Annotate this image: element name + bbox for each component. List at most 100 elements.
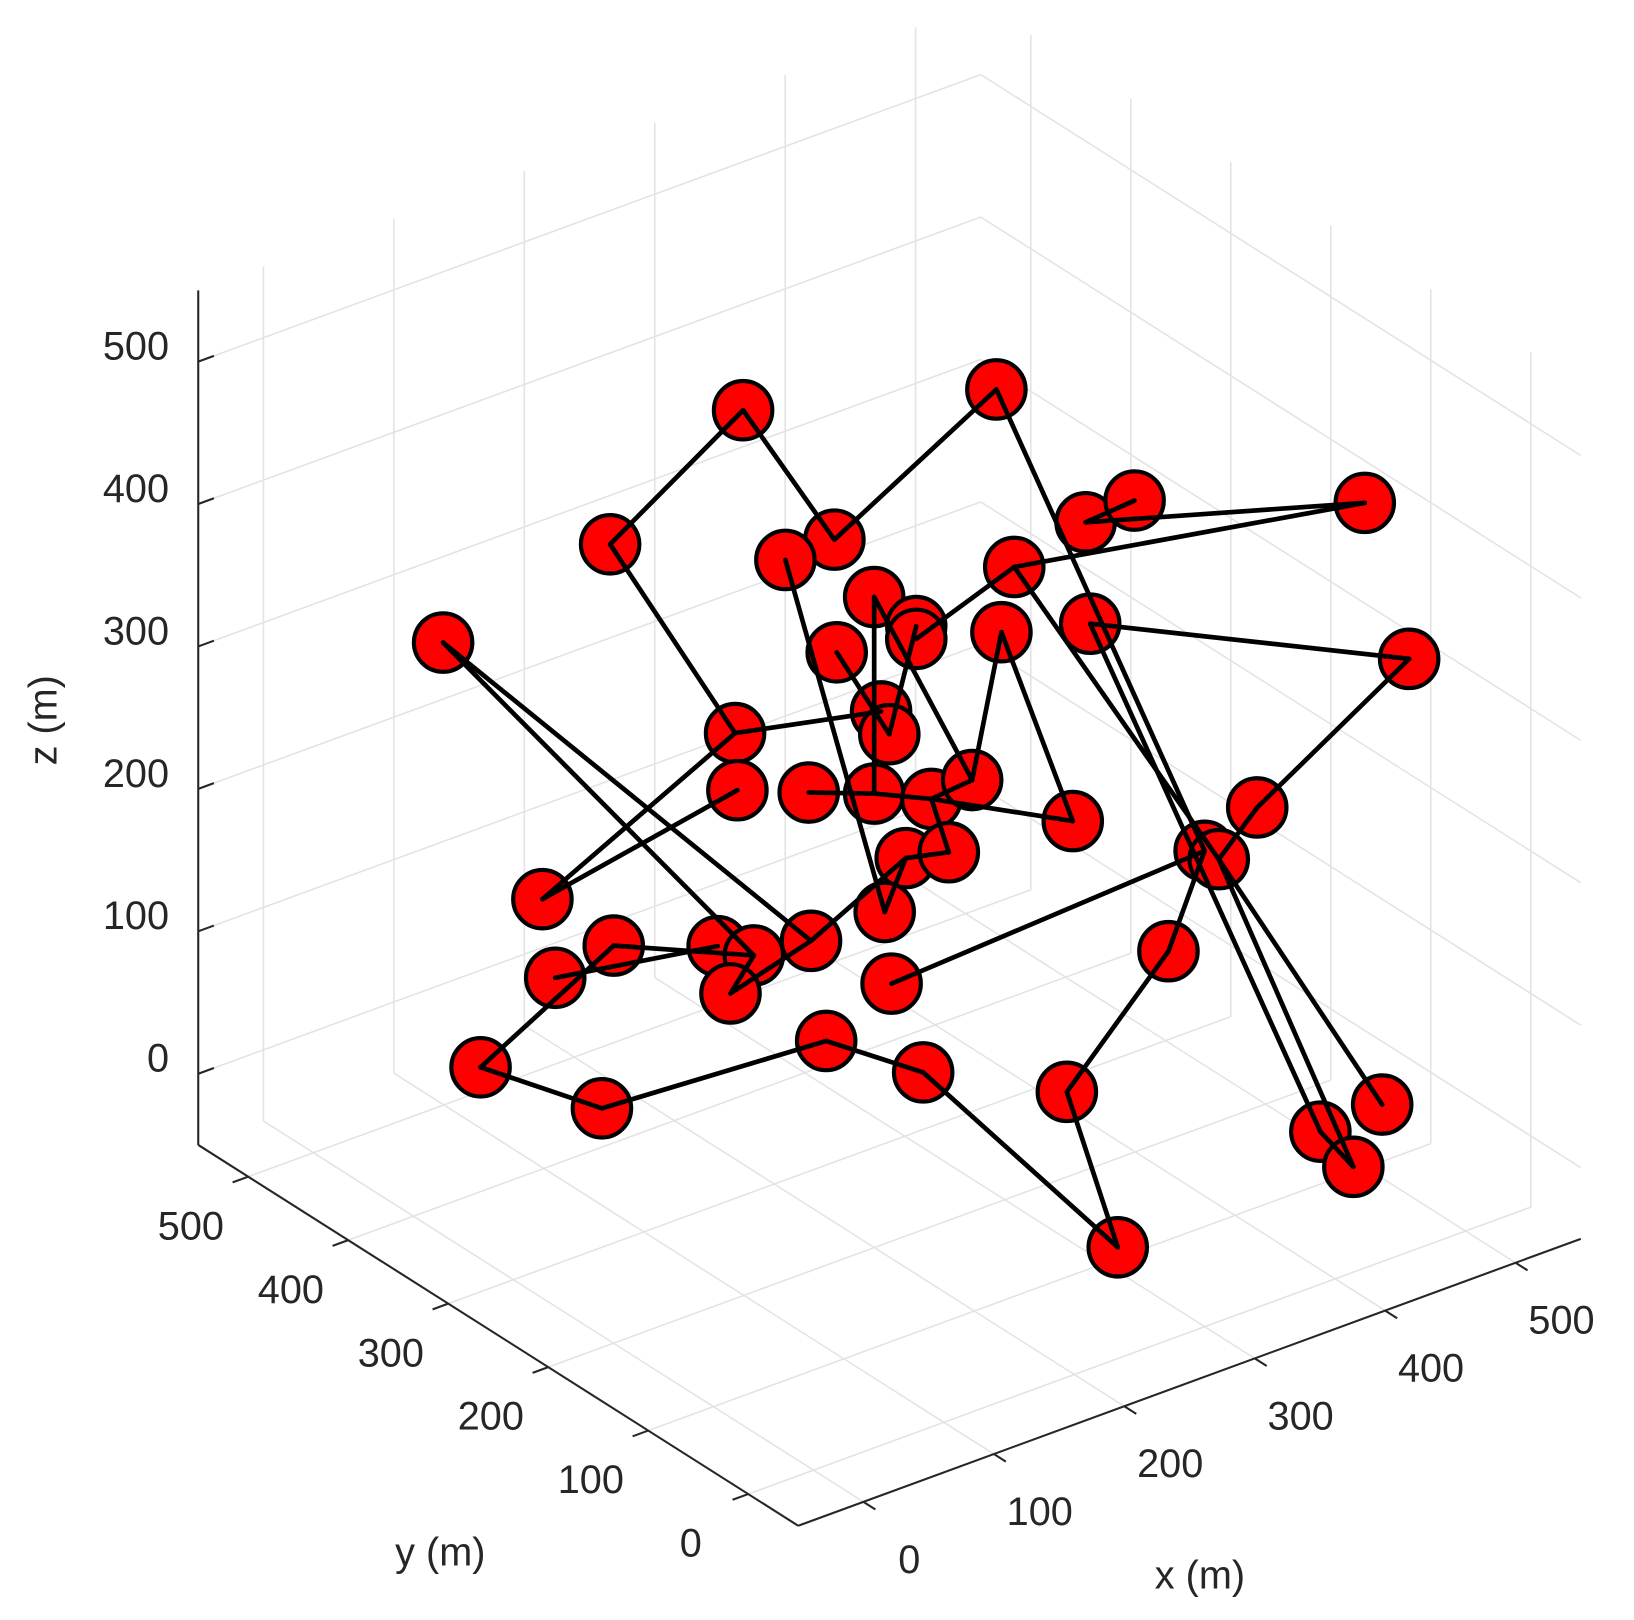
x-tick-label: 200 (1137, 1442, 1203, 1486)
y-tick-label: 200 (458, 1395, 524, 1439)
y-axis-label: y (m) (395, 1530, 485, 1574)
z-tick-label: 100 (103, 894, 169, 938)
edge (783, 557, 888, 915)
edge (1087, 621, 1323, 1134)
edge (607, 407, 746, 547)
z-tick-label: 0 (147, 1037, 169, 1081)
y-tick-label: 400 (258, 1268, 324, 1312)
edge (478, 1064, 605, 1111)
grid-line (447, 1015, 1232, 1305)
edge (1064, 948, 1171, 1095)
grid-line (915, 881, 1516, 1264)
edge (1083, 500, 1368, 525)
edge (440, 640, 757, 958)
x-axis-label: x (m) (1155, 1553, 1245, 1597)
edge (871, 791, 934, 802)
grid-line (263, 1120, 864, 1503)
y-tick (232, 1175, 249, 1184)
x-axis-line (797, 1237, 1582, 1527)
edge (969, 629, 1004, 783)
y-tick (732, 1493, 749, 1501)
grid-line (547, 1079, 1332, 1368)
z-tick-label: 400 (103, 467, 169, 511)
edge (999, 629, 1076, 824)
grid-line (980, 643, 1582, 1026)
x-tick-label: 300 (1268, 1394, 1334, 1438)
edge (740, 407, 837, 542)
x-tick-label: 0 (898, 1538, 920, 1582)
edge (1318, 1129, 1356, 1170)
x-tick-label: 500 (1528, 1299, 1594, 1343)
edges (440, 387, 1412, 1250)
edge (903, 849, 952, 861)
edge (728, 953, 757, 996)
grid-line (654, 976, 1256, 1360)
edge (1064, 1089, 1121, 1250)
y-tick (332, 1239, 349, 1247)
grid-line (980, 358, 1582, 742)
edge (929, 777, 975, 802)
z-tick (197, 497, 215, 505)
edge (540, 787, 740, 902)
y-tick (432, 1302, 449, 1311)
x-tick (993, 1453, 1007, 1463)
z-tick (197, 1067, 215, 1075)
x-tick (1384, 1309, 1398, 1320)
edge (540, 730, 738, 902)
x-tick (1515, 1261, 1529, 1272)
edge (1083, 498, 1137, 525)
y-axis-line (197, 1144, 799, 1527)
grid-line (980, 501, 1582, 884)
edge (1011, 500, 1368, 570)
edge (806, 790, 877, 796)
edge (478, 943, 617, 1070)
edge (920, 1070, 1121, 1250)
z-tick (197, 924, 215, 933)
edge (834, 649, 892, 737)
z-tick (197, 354, 215, 363)
grid-line (980, 73, 1582, 457)
edge (929, 796, 952, 855)
z-axis-label: z (m) (21, 675, 65, 765)
edge (1087, 621, 1412, 662)
y-tick-label: 300 (358, 1331, 424, 1375)
z-tick (197, 782, 215, 790)
grid-line (980, 216, 1582, 599)
edge (994, 387, 1207, 854)
z-tick (197, 639, 215, 648)
edge (1011, 564, 1222, 862)
edge (1216, 805, 1260, 862)
y-tick-label: 500 (158, 1204, 224, 1248)
edge (607, 541, 738, 736)
marks (411, 358, 1441, 1279)
z-tick-label: 300 (103, 609, 169, 653)
edge (1216, 856, 1385, 1107)
edge (732, 709, 884, 736)
edge (913, 564, 1017, 642)
edge (552, 943, 721, 981)
x-tick-label: 100 (1007, 1490, 1073, 1534)
grid-line (647, 1142, 1432, 1432)
grid-line (747, 1206, 1532, 1495)
edge (1254, 656, 1412, 810)
edge (728, 938, 814, 996)
edge (823, 1038, 926, 1075)
edge (808, 855, 909, 944)
y-tick (532, 1366, 549, 1374)
grid-line (197, 73, 982, 363)
y-tick (632, 1429, 649, 1438)
grid-line (347, 952, 1132, 1241)
x-tick (1254, 1357, 1268, 1367)
edge (440, 640, 814, 944)
edge (1166, 848, 1207, 954)
x-tick-label: 400 (1398, 1347, 1464, 1391)
edge (889, 848, 1207, 986)
edge (599, 1038, 829, 1111)
grid-line (393, 1072, 995, 1455)
edge (1216, 856, 1356, 1170)
axes: 0 100 200 300 400 500 0 100 200 300 400 500 0 100 200 3… (103, 290, 1595, 1582)
edge (832, 387, 999, 542)
grid-line (197, 358, 982, 648)
